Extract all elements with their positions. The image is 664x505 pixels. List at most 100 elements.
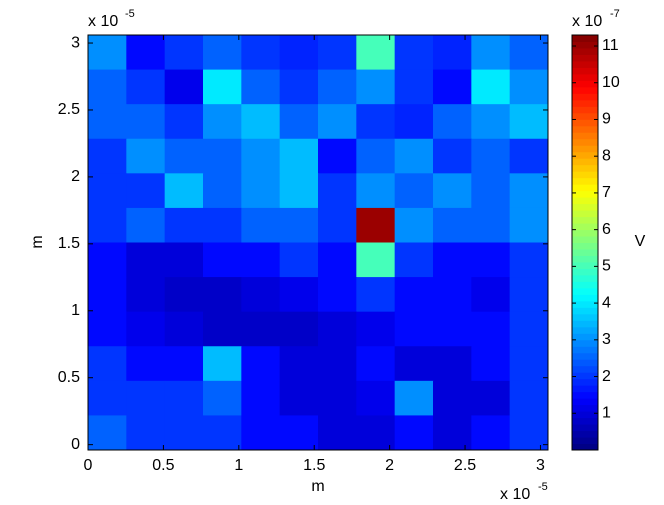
- colorbar-step: [572, 47, 598, 55]
- colorbar-step: [572, 391, 598, 399]
- heat-cell: [88, 207, 127, 243]
- colorbar-step: [572, 255, 598, 263]
- heat-cell: [433, 173, 472, 209]
- colorbar-step: [572, 437, 598, 445]
- x-axis-label: m: [311, 478, 324, 495]
- heat-cell: [509, 415, 549, 451]
- heat-cell: [241, 346, 281, 382]
- heat-cell: [164, 242, 204, 278]
- heat-cell: [164, 69, 204, 105]
- x-tick-label: 1.5: [303, 457, 325, 474]
- heat-cell: [241, 207, 281, 243]
- heat-cell: [394, 311, 434, 347]
- heat-cell: [471, 415, 511, 451]
- colorbar-step: [572, 210, 598, 218]
- colorbar-step: [572, 326, 598, 334]
- heat-cell: [433, 242, 472, 278]
- colorbar-tick-label: 8: [602, 147, 611, 164]
- heat-cell: [433, 69, 472, 105]
- heat-cell: [241, 104, 281, 140]
- colorbar-step: [572, 177, 598, 185]
- heat-cell: [241, 380, 281, 416]
- heat-cell: [318, 207, 357, 243]
- heat-cell: [318, 242, 357, 278]
- heat-cell: [433, 311, 472, 347]
- heat-cell: [279, 138, 319, 174]
- colorbar-label: V: [635, 233, 646, 250]
- heat-cell: [509, 173, 549, 209]
- heat-cell: [203, 242, 242, 278]
- heat-cell: [318, 277, 357, 313]
- heat-cell: [471, 207, 511, 243]
- heat-cell: [394, 415, 434, 451]
- colorbar-step: [572, 60, 598, 68]
- heat-cell: [203, 415, 242, 451]
- heat-cell: [241, 415, 281, 451]
- colorbar-step: [572, 132, 598, 140]
- heat-cell: [433, 207, 472, 243]
- heat-cell: [88, 346, 127, 382]
- colorbar-step: [572, 281, 598, 289]
- colorbar-step: [572, 424, 598, 432]
- heat-cell: [203, 346, 242, 382]
- colorbar-step: [572, 197, 598, 205]
- heat-cell: [394, 380, 434, 416]
- colorbar-step: [572, 320, 598, 328]
- heat-cell: [471, 104, 511, 140]
- heat-cell: [203, 138, 242, 174]
- heat-cell: [471, 311, 511, 347]
- heat-cell: [356, 207, 396, 243]
- heat-cell: [279, 311, 319, 347]
- heat-cell: [471, 380, 511, 416]
- y-tick-label: 2: [71, 168, 80, 185]
- heat-cell: [164, 173, 204, 209]
- colorbar-step: [572, 333, 598, 341]
- x-multiplier-exponent: -5: [538, 481, 548, 493]
- heat-cell: [356, 380, 396, 416]
- heat-cell: [88, 415, 127, 451]
- colorbar-step: [572, 398, 598, 406]
- colorbar-step: [572, 145, 598, 153]
- y-tick-label: 2.5: [58, 101, 80, 118]
- colorbar-step: [572, 248, 598, 256]
- x-multiplier: x 10: [500, 486, 530, 503]
- heat-cell: [88, 69, 127, 105]
- heat-cell: [241, 173, 281, 209]
- heat-cell: [126, 242, 166, 278]
- colorbar-step: [572, 35, 598, 42]
- colorbar-multiplier: x 10: [572, 13, 602, 30]
- x-tick-label: 2.5: [454, 457, 476, 474]
- heat-cell: [164, 35, 204, 71]
- heat-cell: [509, 138, 549, 174]
- heat-cell: [164, 104, 204, 140]
- heat-cell: [241, 311, 281, 347]
- y-axis-label: m: [29, 235, 46, 248]
- heat-cell: [126, 311, 166, 347]
- heat-cell: [471, 242, 511, 278]
- colorbar-step: [572, 300, 598, 308]
- heat-cell: [88, 104, 127, 140]
- colorbar-step: [572, 158, 598, 166]
- heat-cell: [318, 104, 357, 140]
- heat-cell: [88, 277, 127, 313]
- heat-cell: [433, 380, 472, 416]
- heat-cell: [126, 69, 166, 105]
- heat-cell: [88, 380, 127, 416]
- heat-cell: [126, 415, 166, 451]
- heat-cell: [126, 380, 166, 416]
- heat-cell: [241, 138, 281, 174]
- y-tick-label: 3: [71, 34, 80, 51]
- heat-cell: [318, 173, 357, 209]
- colorbar-step: [572, 216, 598, 224]
- colorbar-step: [572, 93, 598, 101]
- colorbar-tick-label: 1: [602, 404, 611, 421]
- heat-cell: [433, 277, 472, 313]
- colorbar-step: [572, 99, 598, 107]
- colorbar-tick-label: 4: [602, 294, 611, 311]
- colorbar-tick-label: 7: [602, 184, 611, 201]
- colorbar-step: [572, 171, 598, 179]
- heat-cell: [356, 69, 396, 105]
- colorbar-step: [572, 184, 598, 192]
- colorbar-step: [572, 313, 598, 321]
